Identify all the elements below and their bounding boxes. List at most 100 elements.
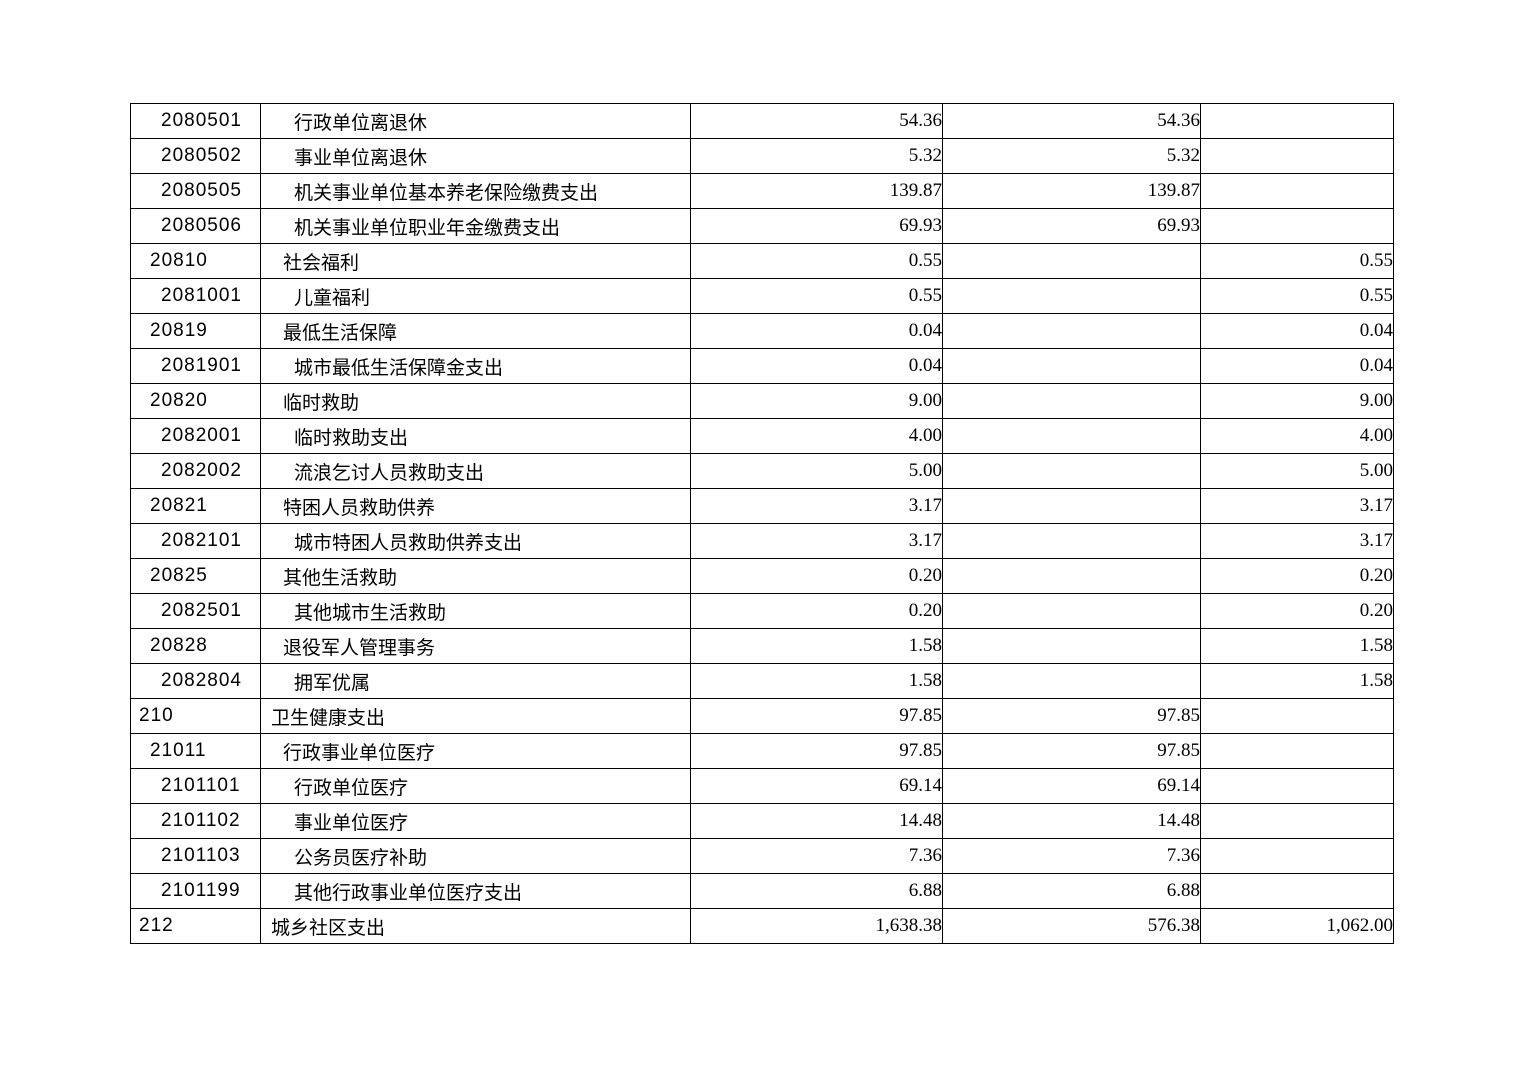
amount-cell-2 xyxy=(942,593,1201,629)
amount-cell-2 xyxy=(942,383,1201,419)
budget-code-cell: 20828 xyxy=(130,628,261,664)
table-row: 2082101 城市特困人员救助供养支出 3.17 3.17 xyxy=(130,523,1394,559)
amount-cell-2: 54.36 xyxy=(942,103,1201,139)
budget-code-cell: 2101101 xyxy=(130,768,261,804)
table-row: 20825 其他生活救助 0.20 0.20 xyxy=(130,558,1394,594)
amount-cell-2: 69.14 xyxy=(942,768,1201,804)
amount-cell-1: 3.17 xyxy=(690,523,943,559)
table-row: 2101101 行政单位医疗 69.14 69.14 xyxy=(130,768,1394,804)
budget-code-cell: 20825 xyxy=(130,558,261,594)
amount-cell-2 xyxy=(942,628,1201,664)
amount-cell-3: 1.58 xyxy=(1200,628,1394,664)
amount-cell-3 xyxy=(1200,768,1394,804)
amount-cell-1: 97.85 xyxy=(690,733,943,769)
budget-name-cell: 拥军优属 xyxy=(260,663,691,699)
budget-code-cell: 20819 xyxy=(130,313,261,349)
amount-cell-3: 3.17 xyxy=(1200,488,1394,524)
amount-cell-2: 5.32 xyxy=(942,138,1201,174)
amount-cell-2: 576.38 xyxy=(942,908,1201,944)
amount-cell-2 xyxy=(942,453,1201,489)
amount-cell-2 xyxy=(942,313,1201,349)
budget-name-cell: 儿童福利 xyxy=(260,278,691,314)
amount-cell-1: 0.20 xyxy=(690,593,943,629)
amount-cell-3 xyxy=(1200,208,1394,244)
amount-cell-1: 54.36 xyxy=(690,103,943,139)
amount-cell-1: 0.04 xyxy=(690,313,943,349)
amount-cell-3 xyxy=(1200,698,1394,734)
amount-cell-2 xyxy=(942,558,1201,594)
amount-cell-1: 4.00 xyxy=(690,418,943,454)
budget-name-cell: 机关事业单位职业年金缴费支出 xyxy=(260,208,691,244)
budget-code-cell: 2082501 xyxy=(130,593,261,629)
table-row: 20819 最低生活保障 0.04 0.04 xyxy=(130,313,1394,349)
budget-name-cell: 临时救助 xyxy=(260,383,691,419)
amount-cell-2: 69.93 xyxy=(942,208,1201,244)
budget-code-cell: 2080502 xyxy=(130,138,261,174)
amount-cell-3: 0.55 xyxy=(1200,243,1394,279)
amount-cell-2: 7.36 xyxy=(942,838,1201,874)
budget-code-cell: 20821 xyxy=(130,488,261,524)
budget-code-cell: 2080505 xyxy=(130,173,261,209)
budget-name-cell: 行政单位医疗 xyxy=(260,768,691,804)
budget-code-cell: 212 xyxy=(130,908,261,944)
table-row: 2101103 公务员医疗补助 7.36 7.36 xyxy=(130,838,1394,874)
budget-name-cell: 卫生健康支出 xyxy=(260,698,691,734)
table-row: 2101199 其他行政事业单位医疗支出 6.88 6.88 xyxy=(130,873,1394,909)
budget-name-cell: 退役军人管理事务 xyxy=(260,628,691,664)
amount-cell-2: 97.85 xyxy=(942,733,1201,769)
budget-table-body: 2080501 行政单位离退休 54.36 54.36 2080502 事业单位… xyxy=(130,103,1394,944)
table-row: 2080505 机关事业单位基本养老保险缴费支出 139.87 139.87 xyxy=(130,173,1394,209)
budget-name-cell: 城市最低生活保障金支出 xyxy=(260,348,691,384)
amount-cell-3 xyxy=(1200,103,1394,139)
amount-cell-2: 6.88 xyxy=(942,873,1201,909)
budget-code-cell: 2082101 xyxy=(130,523,261,559)
table-row: 2101102 事业单位医疗 14.48 14.48 xyxy=(130,803,1394,839)
table-row: 210 卫生健康支出 97.85 97.85 xyxy=(130,698,1394,734)
budget-code-cell: 2081001 xyxy=(130,278,261,314)
amount-cell-3: 5.00 xyxy=(1200,453,1394,489)
amount-cell-2 xyxy=(942,418,1201,454)
amount-cell-1: 9.00 xyxy=(690,383,943,419)
budget-code-cell: 2101102 xyxy=(130,803,261,839)
budget-name-cell: 最低生活保障 xyxy=(260,313,691,349)
budget-name-cell: 行政单位离退休 xyxy=(260,103,691,139)
table-row: 2081001 儿童福利 0.55 0.55 xyxy=(130,278,1394,314)
budget-name-cell: 行政事业单位医疗 xyxy=(260,733,691,769)
amount-cell-2: 14.48 xyxy=(942,803,1201,839)
amount-cell-2 xyxy=(942,663,1201,699)
amount-cell-3 xyxy=(1200,838,1394,874)
budget-name-cell: 公务员医疗补助 xyxy=(260,838,691,874)
amount-cell-3: 0.20 xyxy=(1200,593,1394,629)
budget-name-cell: 事业单位医疗 xyxy=(260,803,691,839)
amount-cell-1: 7.36 xyxy=(690,838,943,874)
amount-cell-1: 69.14 xyxy=(690,768,943,804)
table-row: 2082002 流浪乞讨人员救助支出 5.00 5.00 xyxy=(130,453,1394,489)
amount-cell-1: 1,638.38 xyxy=(690,908,943,944)
amount-cell-2 xyxy=(942,523,1201,559)
table-row: 2080502 事业单位离退休 5.32 5.32 xyxy=(130,138,1394,174)
amount-cell-3: 9.00 xyxy=(1200,383,1394,419)
amount-cell-1: 5.32 xyxy=(690,138,943,174)
budget-name-cell: 其他行政事业单位医疗支出 xyxy=(260,873,691,909)
amount-cell-1: 69.93 xyxy=(690,208,943,244)
budget-name-cell: 事业单位离退休 xyxy=(260,138,691,174)
budget-code-cell: 20810 xyxy=(130,243,261,279)
budget-name-cell: 社会福利 xyxy=(260,243,691,279)
budget-code-cell: 2082001 xyxy=(130,418,261,454)
amount-cell-3: 0.20 xyxy=(1200,558,1394,594)
amount-cell-1: 5.00 xyxy=(690,453,943,489)
table-row: 2082001 临时救助支出 4.00 4.00 xyxy=(130,418,1394,454)
amount-cell-2: 139.87 xyxy=(942,173,1201,209)
budget-code-cell: 210 xyxy=(130,698,261,734)
amount-cell-3: 3.17 xyxy=(1200,523,1394,559)
table-row: 2081901 城市最低生活保障金支出 0.04 0.04 xyxy=(130,348,1394,384)
amount-cell-2 xyxy=(942,243,1201,279)
amount-cell-1: 0.55 xyxy=(690,278,943,314)
table-row: 20821 特困人员救助供养 3.17 3.17 xyxy=(130,488,1394,524)
amount-cell-3: 1,062.00 xyxy=(1200,908,1394,944)
table-row: 2080506 机关事业单位职业年金缴费支出 69.93 69.93 xyxy=(130,208,1394,244)
table-row: 20828 退役军人管理事务 1.58 1.58 xyxy=(130,628,1394,664)
amount-cell-1: 3.17 xyxy=(690,488,943,524)
budget-name-cell: 其他生活救助 xyxy=(260,558,691,594)
amount-cell-3: 0.04 xyxy=(1200,348,1394,384)
